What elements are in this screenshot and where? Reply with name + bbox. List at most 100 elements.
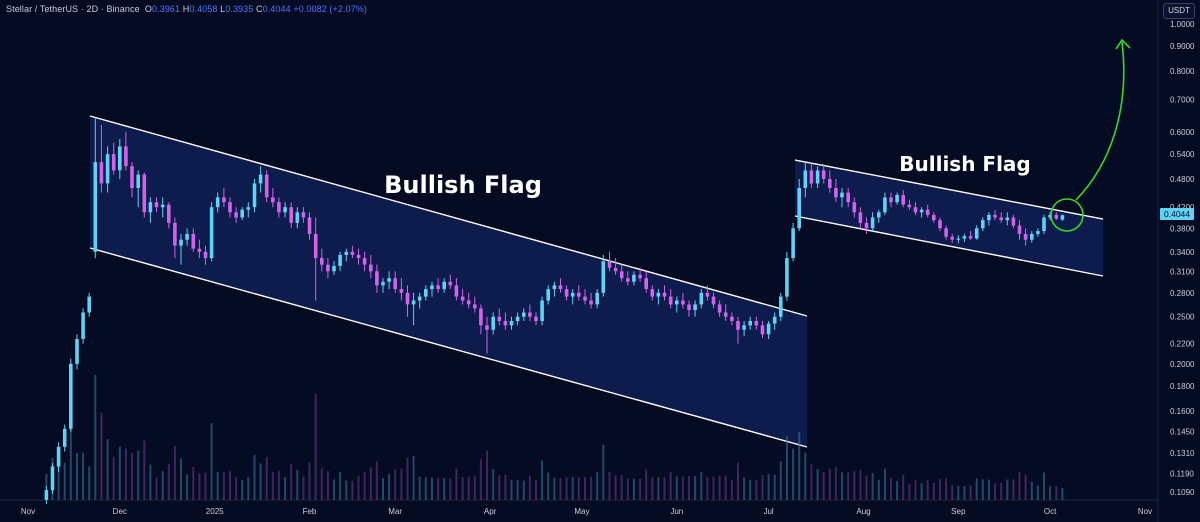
candle[interactable] (668, 289, 673, 309)
candle[interactable] (197, 239, 202, 259)
candle[interactable] (485, 316, 489, 354)
candle[interactable] (93, 118, 98, 259)
candle[interactable] (1036, 228, 1040, 237)
candle[interactable] (338, 251, 342, 272)
candle[interactable] (564, 285, 569, 301)
candle[interactable] (1030, 231, 1034, 243)
candle[interactable] (381, 278, 385, 293)
candle[interactable] (699, 289, 704, 309)
candle[interactable] (858, 207, 863, 229)
candle[interactable] (399, 278, 404, 301)
candle[interactable] (466, 292, 471, 309)
candle[interactable] (375, 264, 379, 293)
candle[interactable] (87, 292, 91, 317)
candle[interactable] (393, 271, 397, 293)
candle[interactable] (870, 212, 875, 232)
candle[interactable] (142, 172, 147, 218)
candle[interactable] (454, 278, 459, 301)
candle[interactable] (613, 258, 618, 275)
candle[interactable] (332, 261, 336, 275)
candle[interactable] (185, 228, 189, 246)
candle[interactable] (430, 281, 434, 297)
candle[interactable] (350, 245, 355, 259)
candle[interactable] (913, 202, 918, 215)
candle[interactable] (283, 202, 287, 218)
candle[interactable] (938, 217, 942, 232)
candle[interactable] (118, 139, 122, 179)
candle[interactable] (821, 164, 826, 184)
candle[interactable] (44, 486, 49, 504)
candle[interactable] (919, 207, 924, 218)
candle[interactable] (828, 170, 832, 193)
candle[interactable] (130, 162, 134, 198)
candle[interactable] (583, 289, 587, 305)
candle[interactable] (271, 188, 275, 208)
candle[interactable] (797, 179, 801, 232)
candle[interactable] (760, 321, 765, 338)
candle[interactable] (203, 245, 208, 265)
candle[interactable] (607, 251, 612, 272)
candle[interactable] (448, 274, 453, 290)
candle[interactable] (601, 254, 606, 297)
candle[interactable] (723, 304, 728, 321)
candle[interactable] (577, 285, 581, 301)
candle[interactable] (356, 248, 361, 265)
candle[interactable] (1048, 212, 1052, 221)
candle[interactable] (711, 292, 716, 309)
candle[interactable] (993, 209, 997, 221)
candle[interactable] (846, 188, 850, 208)
candle[interactable] (962, 233, 967, 243)
candle[interactable] (234, 207, 238, 223)
candle[interactable] (626, 271, 630, 286)
candle[interactable] (99, 124, 104, 193)
candle[interactable] (405, 285, 410, 317)
candle[interactable] (258, 166, 263, 193)
candle[interactable] (705, 285, 710, 301)
candle[interactable] (540, 296, 544, 326)
candle[interactable] (981, 217, 985, 232)
candle[interactable] (1042, 214, 1046, 234)
candle[interactable] (326, 258, 330, 279)
flag-2-lower-line[interactable] (794, 215, 1104, 277)
candle[interactable] (515, 312, 520, 326)
candle[interactable] (148, 197, 153, 223)
candle[interactable] (173, 217, 177, 259)
candle[interactable] (999, 212, 1003, 223)
candle[interactable] (558, 278, 563, 293)
candle[interactable] (766, 321, 771, 339)
candle[interactable] (968, 231, 973, 240)
candle[interactable] (656, 289, 661, 305)
candle[interactable] (534, 312, 538, 326)
candle[interactable] (595, 289, 599, 309)
candle[interactable] (160, 197, 165, 218)
candle[interactable] (730, 312, 734, 326)
candle[interactable] (473, 296, 477, 313)
candle[interactable] (877, 209, 881, 223)
candle[interactable] (1017, 220, 1022, 240)
candle[interactable] (864, 217, 869, 234)
candle[interactable] (644, 271, 648, 293)
candle[interactable] (460, 289, 465, 305)
candle[interactable] (791, 222, 795, 262)
candle[interactable] (344, 248, 349, 262)
candle[interactable] (215, 192, 220, 213)
candle[interactable] (638, 267, 642, 282)
candle[interactable] (295, 207, 300, 229)
candle[interactable] (1054, 212, 1059, 221)
candle[interactable] (154, 197, 159, 213)
candle[interactable] (552, 281, 557, 297)
candle[interactable] (779, 292, 783, 321)
candle[interactable] (650, 285, 655, 301)
candle[interactable] (1005, 212, 1010, 226)
candle[interactable] (362, 251, 367, 272)
candle[interactable] (222, 188, 226, 208)
candle[interactable] (105, 146, 110, 193)
candle[interactable] (522, 308, 526, 321)
candle[interactable] (528, 304, 532, 321)
candle[interactable] (619, 264, 624, 282)
candle[interactable] (546, 285, 550, 305)
candle[interactable] (815, 166, 820, 188)
candle[interactable] (895, 192, 899, 205)
candle[interactable] (901, 190, 905, 208)
